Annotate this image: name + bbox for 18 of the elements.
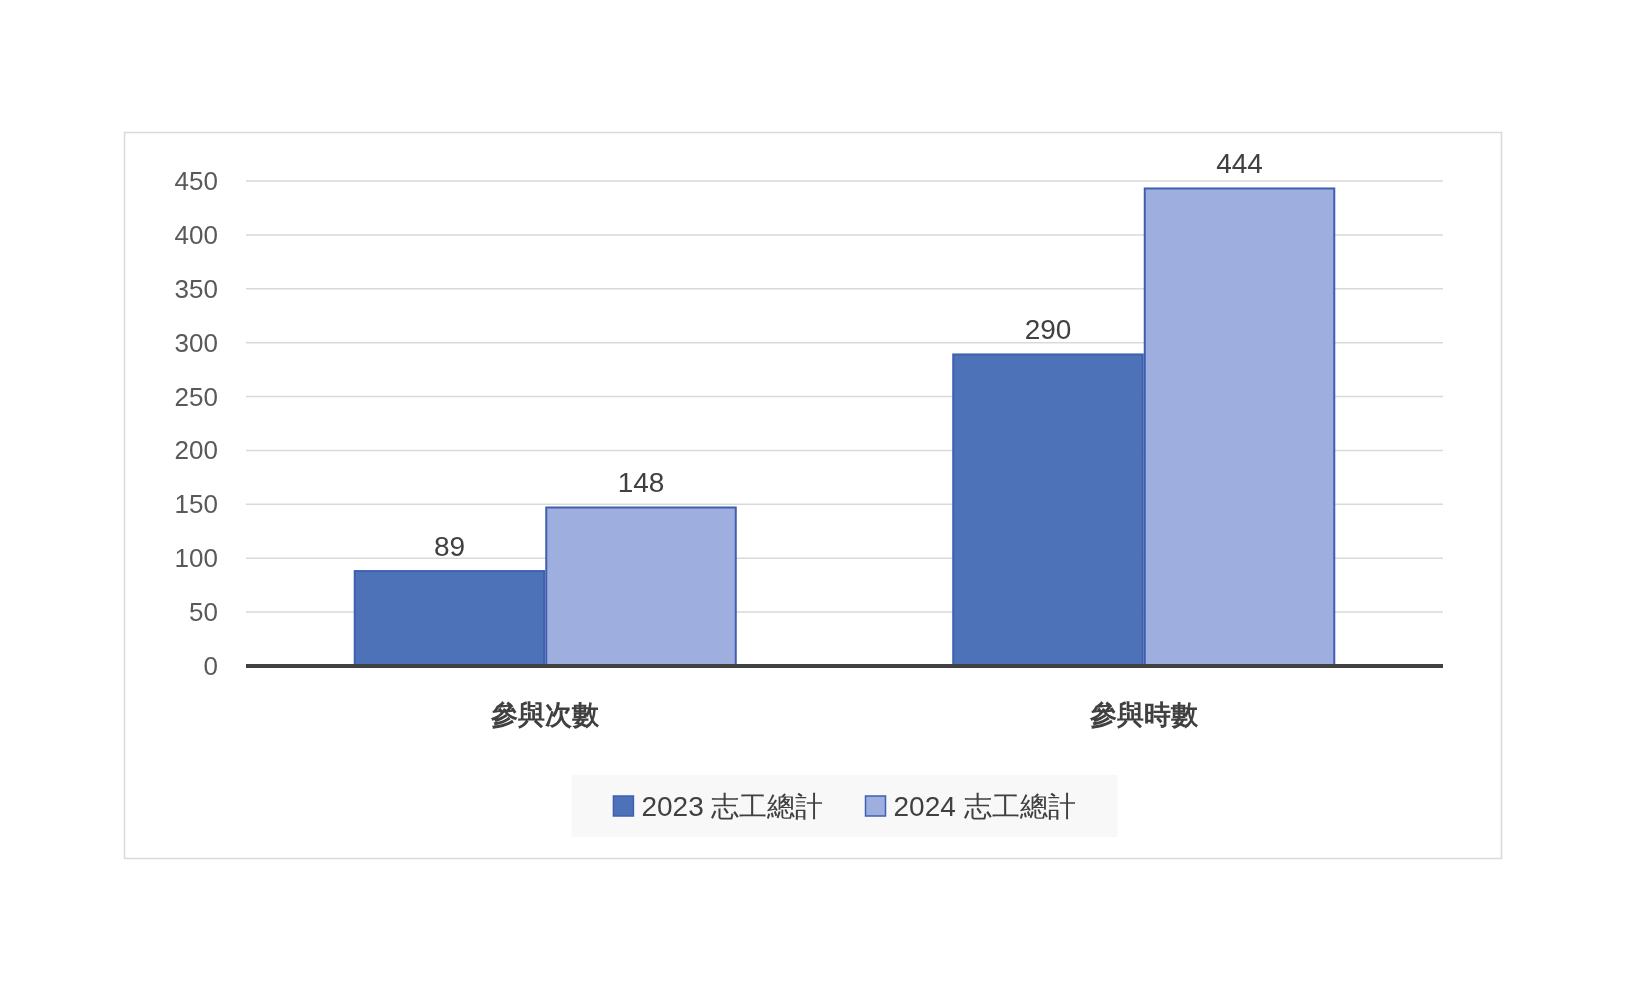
y-tick: 50 (189, 597, 218, 628)
y-tick: 250 (174, 381, 218, 412)
y-tick: 100 (174, 543, 218, 574)
data-label: 148 (617, 467, 665, 498)
data-label: 444 (1216, 147, 1263, 179)
y-tick: 300 (174, 327, 218, 358)
data-label: 89 (433, 530, 466, 562)
y-tick: 0 (203, 651, 218, 681)
y-tick: 200 (174, 435, 218, 466)
y-tick: 150 (174, 489, 218, 520)
y-tick: 350 (174, 273, 218, 304)
x-tick: 參與時數 (1089, 700, 1198, 730)
y-tick: 400 (174, 219, 218, 250)
legend-label: 2023 志工總計 (641, 790, 824, 822)
x-tick: 參與次數 (491, 700, 600, 730)
legend-label: 2024 志工總計 (893, 790, 1076, 822)
y-tick: 450 (174, 166, 218, 196)
data-label: 290 (1024, 313, 1072, 345)
